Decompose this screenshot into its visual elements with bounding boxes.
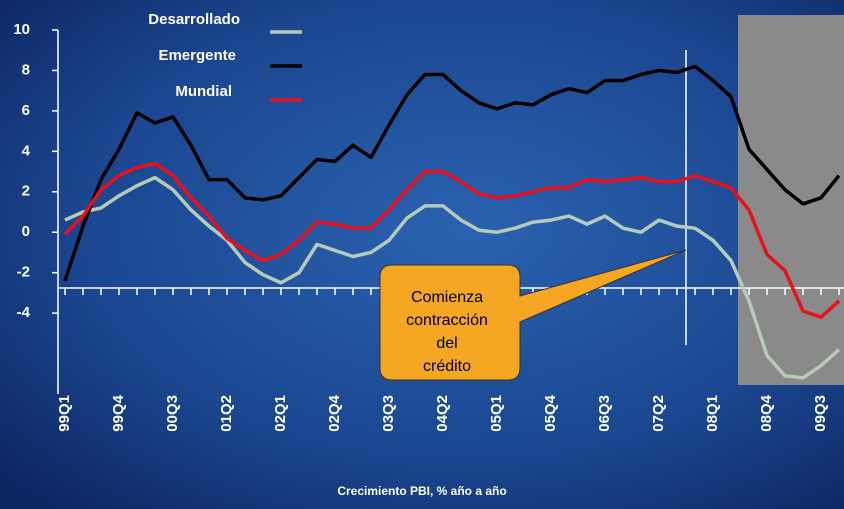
x-tick-label: 99Q4 [110, 394, 127, 431]
x-tick-label: 04Q2 [434, 395, 451, 432]
annotation: crédito [423, 358, 471, 375]
x-tick-label: 99Q1 [56, 395, 73, 432]
series-line [64, 175, 841, 380]
x-tick-label: 07Q2 [650, 395, 667, 432]
x-tick-label: 02Q1 [272, 395, 289, 432]
callout [379, 249, 687, 381]
legend-label: Emergente [158, 47, 236, 64]
recession-shade [738, 15, 844, 385]
y-tick-label: -2 [17, 264, 30, 281]
y-tick-label: 10 [13, 21, 30, 38]
y-tick-label: 8 [22, 61, 30, 78]
series-line [63, 64, 841, 282]
x-tick-label: 08Q1 [704, 395, 721, 432]
y-tick-label: -4 [17, 304, 31, 321]
series-line [63, 161, 841, 319]
x-tick-label: 02Q4 [326, 394, 343, 431]
x-tick-label: 05Q4 [542, 394, 559, 431]
x-tick-label: 09Q3 [812, 395, 829, 432]
legend-label: Desarrollado [148, 11, 240, 28]
annotation: contracción [406, 312, 488, 329]
y-tick-label: 2 [22, 183, 30, 200]
x-axis-label: Crecimiento PBI, % año a año [337, 484, 506, 498]
legend-label: Mundial [175, 83, 232, 100]
annotation: del [436, 335, 457, 352]
x-tick-label: 03Q3 [380, 395, 397, 432]
y-tick-label: 4 [22, 142, 31, 159]
y-tick-label: 6 [22, 102, 30, 119]
x-tick-label: 08Q4 [758, 394, 775, 431]
annotation: Comienza [411, 289, 483, 306]
y-tick-label: 0 [22, 223, 30, 240]
x-tick-label: 01Q2 [218, 395, 235, 432]
x-tick-label: 06Q3 [596, 395, 613, 432]
x-tick-label: 05Q1 [488, 395, 505, 432]
x-tick-label: 00Q3 [164, 395, 181, 432]
